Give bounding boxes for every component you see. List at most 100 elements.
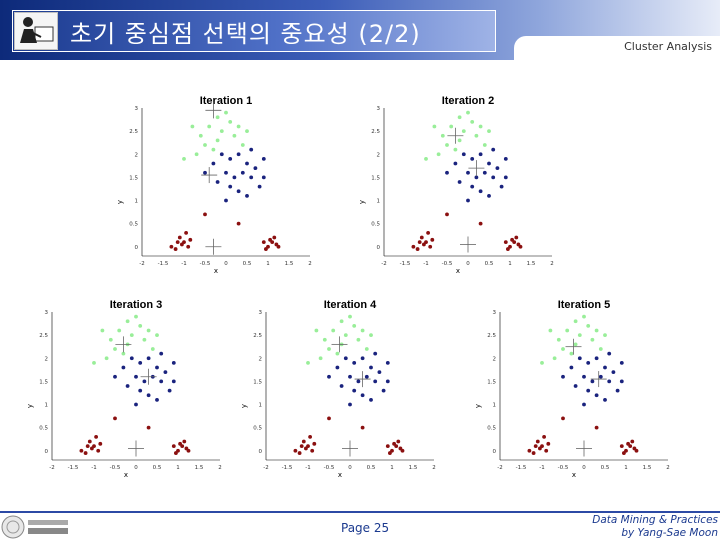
data-point [113, 416, 117, 421]
centroid-marker [576, 440, 592, 457]
data-point [352, 323, 357, 328]
data-point [594, 328, 599, 333]
data-point [177, 235, 182, 240]
data-point [322, 337, 327, 342]
data-point [138, 323, 143, 328]
data-point [264, 247, 268, 251]
data-point [422, 242, 426, 247]
data-point [419, 235, 424, 240]
x-tick-label: -1.5 [400, 261, 411, 267]
data-point [582, 402, 586, 407]
data-point [312, 441, 317, 446]
data-point [228, 119, 233, 124]
subtitle-tab [514, 36, 720, 60]
x-tick-label: 1 [176, 465, 180, 471]
data-point [219, 129, 224, 134]
data-point [607, 351, 612, 356]
x-tick-label: 0.5 [243, 261, 252, 267]
data-point [436, 152, 441, 157]
x-tick-label: 0.5 [485, 261, 494, 267]
data-point [565, 328, 570, 333]
data-point [388, 451, 392, 455]
data-point [540, 360, 544, 365]
data-point [215, 138, 220, 143]
data-point [453, 161, 458, 166]
data-point [594, 393, 599, 398]
x-tick-label: 1.5 [527, 261, 536, 267]
data-point [117, 328, 122, 333]
x-tick-label: -0.5 [558, 465, 569, 471]
data-point [556, 337, 561, 342]
data-point [211, 161, 216, 166]
x-tick-label: -1 [91, 465, 96, 471]
data-point [232, 175, 237, 180]
data-point [146, 425, 151, 430]
data-point [510, 237, 514, 242]
data-point [360, 328, 365, 333]
y-axis-label: y [474, 404, 482, 408]
data-point [142, 337, 147, 342]
data-point [339, 319, 344, 324]
x-axis-label: x [214, 267, 218, 274]
data-point [240, 143, 245, 147]
data-point [104, 356, 109, 361]
data-point [470, 156, 475, 161]
y-tick-label: 0 [493, 449, 497, 455]
x-tick-label: -1 [181, 261, 186, 267]
data-point [169, 244, 174, 249]
data-point [129, 356, 134, 361]
y-tick-label: 0.5 [39, 426, 48, 432]
data-point [146, 328, 151, 333]
data-point [98, 441, 103, 446]
slide-title: 초기 중심점 선택의 중요성 (2/2) [70, 20, 421, 48]
data-point [478, 189, 483, 194]
y-tick-label: 2.5 [371, 129, 380, 135]
x-tick-label: -1.5 [516, 465, 527, 471]
data-point [188, 237, 193, 242]
x-axis-label: x [572, 471, 576, 478]
data-point [228, 184, 233, 189]
x-tick-label: -1.5 [282, 465, 293, 471]
data-point [173, 247, 178, 251]
data-point [499, 184, 504, 189]
x-axis-label: x [338, 471, 342, 478]
data-point [552, 356, 557, 361]
data-point [146, 356, 151, 361]
data-point [546, 441, 551, 446]
data-point [343, 333, 348, 338]
data-point [171, 379, 176, 384]
centroid-marker [590, 371, 607, 388]
data-point [236, 152, 241, 157]
data-point [236, 221, 241, 226]
data-point [175, 240, 180, 245]
data-point [198, 133, 203, 138]
data-point [215, 180, 220, 184]
data-point [445, 170, 449, 175]
data-point [113, 347, 117, 351]
data-point [396, 439, 401, 444]
iteration-2-plot: Iteration 2 -2 -1.5 -1 -0.5 0 0.5 1 1.5 2 0 0.5 1 1.5… [358, 95, 554, 274]
data-point [470, 184, 475, 189]
data-point [478, 152, 483, 157]
iteration-1-plot: Iteration 1 -2 -1.5 -1 -0.5 0 0.5 1 1.5 2 0 0.5 1 1.5… [116, 95, 312, 274]
centroid-marker [342, 440, 358, 457]
data-point [224, 110, 228, 115]
data-point [619, 360, 624, 365]
data-point [506, 247, 510, 251]
data-point [440, 133, 445, 138]
data-point [582, 374, 586, 379]
chart-title: Iteration 5 [558, 299, 611, 311]
data-point [245, 193, 249, 198]
credit-line-1: Data Mining & Practices [592, 514, 718, 526]
data-point [92, 360, 96, 365]
data-point [224, 198, 228, 203]
centroid-marker [140, 368, 157, 385]
y-tick-label: 0.5 [129, 222, 138, 228]
y-tick-label: 1 [493, 403, 497, 409]
chart-title: Iteration 3 [110, 299, 163, 311]
iteration-5-plot: Iteration 5 -2 -1.5 -1 -0.5 0 0.5 1 1.5 2 0 0.5 1 1.5… [474, 299, 670, 478]
data-point [186, 244, 191, 249]
data-point [228, 156, 233, 161]
data-point [134, 314, 138, 319]
data-point [167, 388, 172, 393]
